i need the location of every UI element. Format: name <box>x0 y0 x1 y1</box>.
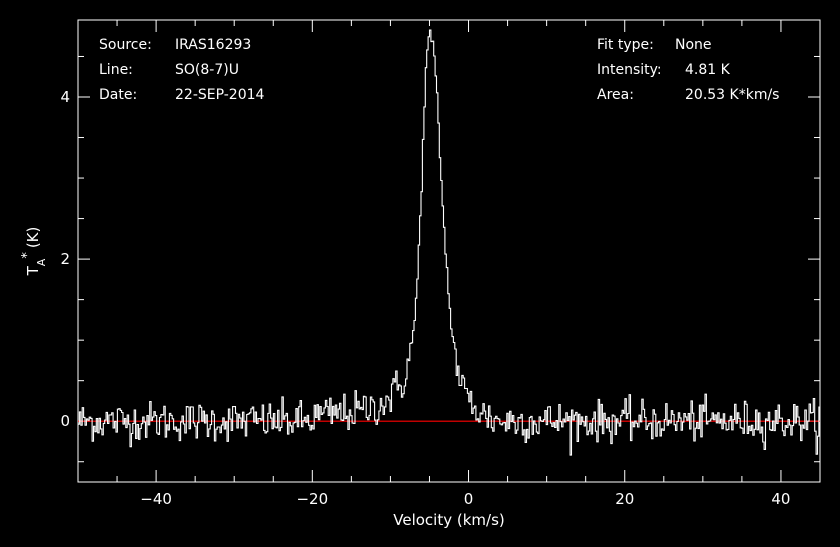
y-tick-label: 0 <box>60 412 70 430</box>
area-row: Area: 20.53 K*km/s <box>597 87 779 112</box>
fit-type-row: Fit type: None <box>597 37 779 62</box>
fit-type-label: Fit type: <box>597 37 654 53</box>
header-right: Fit type: None Intensity: 4.81 K Area: 20.5… <box>597 37 779 112</box>
line-label: Line: <box>99 62 133 78</box>
y-tick-label: 4 <box>60 88 70 106</box>
source-value: IRAS16293 <box>175 37 252 53</box>
y-axis-label-main: T <box>24 265 42 276</box>
date-value: 22-SEP-2014 <box>175 87 265 103</box>
date-label: Date: <box>99 87 138 103</box>
area-label: Area: <box>597 87 634 103</box>
y-axis-label-unit: (K) <box>24 227 42 249</box>
x-tick-label: 0 <box>464 490 474 508</box>
intensity-label: Intensity: <box>597 62 662 78</box>
line-row: Line: SO(8-7)U <box>99 62 264 87</box>
y-axis-label-sup: * <box>20 252 35 259</box>
date-row: Date: 22-SEP-2014 <box>99 87 264 112</box>
fit-type-value: None <box>675 37 712 53</box>
x-tick-label: −40 <box>140 490 172 508</box>
y-axis-label-sub: A <box>35 258 48 266</box>
x-tick-label: 40 <box>771 490 790 508</box>
area-value: 20.53 K*km/s <box>685 87 780 103</box>
spectrum-line <box>78 29 820 456</box>
x-tick-label: −20 <box>296 490 328 508</box>
source-label: Source: <box>99 37 152 53</box>
line-value: SO(8-7)U <box>175 62 239 78</box>
y-tick-label: 2 <box>60 250 70 268</box>
intensity-value: 4.81 K <box>685 62 730 78</box>
plot-frame <box>77 19 821 483</box>
x-axis-label: Velocity (km/s) <box>393 511 504 529</box>
tick-labels: −40 −20 0 20 40 0 2 4 <box>60 88 790 508</box>
source-row: Source: IRAS16293 <box>99 37 264 62</box>
y-axis-label: TA* (K) <box>20 227 48 277</box>
header-left: Source: IRAS16293 Line: SO(8-7)U Date: 22-S… <box>99 37 264 112</box>
intensity-row: Intensity: 4.81 K <box>597 62 779 87</box>
x-tick-label: 20 <box>615 490 634 508</box>
